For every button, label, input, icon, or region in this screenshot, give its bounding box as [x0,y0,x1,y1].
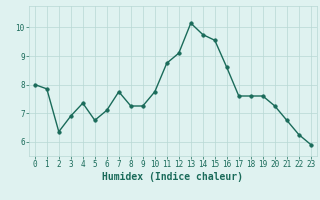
X-axis label: Humidex (Indice chaleur): Humidex (Indice chaleur) [102,172,243,182]
